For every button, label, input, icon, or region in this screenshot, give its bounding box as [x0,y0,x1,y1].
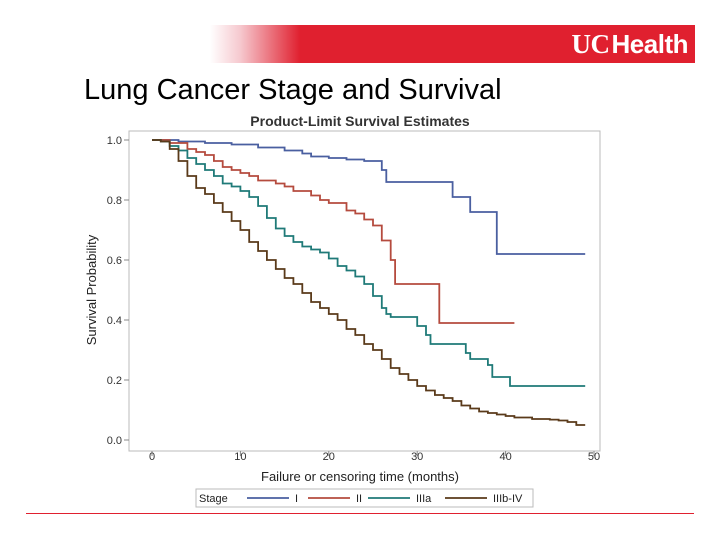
y-tick-label: 0.4 [107,315,122,327]
series-lines [152,139,586,426]
y-tick-label: 0.0 [107,435,122,447]
y-axis-label: Survival Probability [84,234,99,345]
x-axis-label: Failure or censoring time (months) [261,469,459,484]
x-tick-label: 20 [323,451,335,463]
logo-text: Health [611,29,689,59]
footer-divider [26,513,694,514]
series-line-ii [152,139,515,324]
x-tick-label: 50 [588,451,600,463]
x-tick-label: 40 [499,451,511,463]
legend: Stage I II IIIa IIIb-IV [195,488,534,508]
plot-frame [128,130,601,452]
series-line-iiib-iv [152,139,586,426]
logo-mark: UC [571,29,611,59]
legend-label-i: I [295,493,298,505]
legend-label-iiia: IIIa [416,493,432,505]
y-tick-label: 0.8 [107,195,122,207]
x-axis-ticks: 0 10 20 30 40 50 [149,451,600,463]
legend-title: Stage [199,493,228,505]
y-axis-ticks: 0.0 0.2 0.4 0.6 0.8 1.0 [107,135,129,447]
uc-health-logo: UC Health [571,29,689,60]
legend-frame [195,488,534,508]
x-tick-label: 0 [149,451,155,463]
series-line-iiia [152,139,586,387]
series-line-i [152,139,586,255]
y-tick-label: 0.2 [107,375,122,387]
legend-label-iiib-iv: IIIb-IV [493,493,523,505]
slide-title: Lung Cancer Stage and Survival [84,74,502,106]
x-tick-label: 30 [411,451,423,463]
y-tick-label: 0.6 [107,255,122,267]
x-tick-label: 10 [234,451,246,463]
y-tick-label: 1.0 [107,135,122,147]
header-banner [210,25,695,63]
legend-label-ii: II [356,493,362,505]
chart-title: Product-Limit Survival Estimates [250,113,470,129]
